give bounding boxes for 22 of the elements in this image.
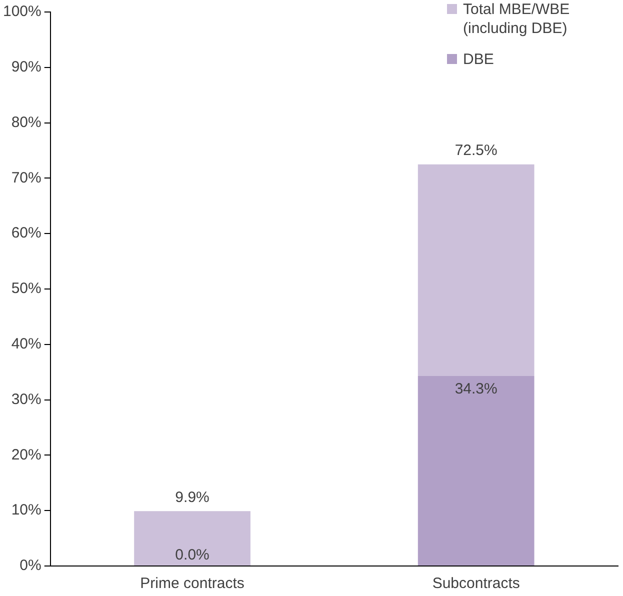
legend-label: DBE: [463, 50, 495, 69]
y-tick-label: 60%: [11, 224, 42, 242]
x-tick-label: Prime contracts: [140, 575, 244, 592]
total-label: 9.9%: [175, 488, 210, 506]
y-tick-label: 40%: [11, 336, 42, 353]
bar: [134, 511, 250, 566]
legend-label: Total MBE/WBE (including DBE): [463, 0, 571, 38]
y-tick-label: 30%: [11, 390, 42, 408]
y-tick-label: 100%: [2, 3, 42, 20]
y-tick-label: 0%: [20, 557, 42, 574]
data-label: 34.3%: [454, 380, 498, 398]
y-tick-label: 80%: [11, 114, 42, 131]
y-tick-label: 50%: [11, 280, 42, 298]
y-tick-label: 70%: [11, 169, 42, 186]
bar: [418, 376, 534, 566]
y-tick-label: 20%: [11, 446, 42, 464]
total-label: 72.5%: [454, 142, 498, 159]
data-label: 0.0%: [175, 546, 210, 564]
y-tick-label: 10%: [11, 502, 42, 519]
y-tick-label: 90%: [11, 58, 42, 76]
bar: [418, 164, 534, 376]
x-tick-label: Subcontracts: [432, 575, 520, 592]
